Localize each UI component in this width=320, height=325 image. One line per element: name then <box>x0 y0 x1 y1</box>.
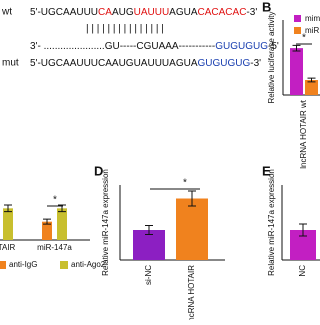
legend-swatch <box>0 261 6 269</box>
significance: * <box>183 178 187 189</box>
bar <box>57 208 67 240</box>
legend-label: mimi <box>305 14 320 23</box>
sequence-segment: 5'-UGCAAUUUCAAUGUAUUUAGUA <box>30 58 198 69</box>
mir-sequence: 3'- ......................GU-----CGUAAA-… <box>30 41 279 52</box>
error-bar <box>145 225 153 235</box>
y-axis-label: Relative miR-147a expression <box>267 169 276 276</box>
error-bar <box>292 44 301 52</box>
error-bar <box>43 218 51 225</box>
sequence-segment: AGUA <box>169 7 198 18</box>
sequence-segment: UAUUU <box>134 7 170 18</box>
x-tick-label: si-NC <box>144 265 153 285</box>
legend-swatch <box>60 261 68 269</box>
legend-label: anti-Ago2 <box>71 260 106 269</box>
bar <box>305 80 318 95</box>
x-tick-label: miR-147a <box>37 243 72 252</box>
significance: * <box>302 33 306 44</box>
panel-label: B <box>262 0 271 14</box>
x-tick-label: lncRNA HOTAIR wt <box>299 99 308 169</box>
y-axis-label: Relative luciferase activity <box>267 11 276 103</box>
sequence-segment: 3'- ......................GU-----CGUAAA-… <box>30 41 215 52</box>
wt-sequence: 5'-UGCAAUUUCAAUGUAUUUAGUACACACAC-3' <box>30 7 257 18</box>
legend-swatch <box>294 15 301 22</box>
significance: * <box>53 195 57 206</box>
mut-sequence: 5'-UGCAAUUUCAAUGUAUUUAGUAGUGUGUG-3' <box>30 58 261 69</box>
sequence-segment: CA <box>98 7 112 18</box>
panel-label: E <box>262 163 271 178</box>
sequence-segment: -5' <box>268 41 279 52</box>
bar <box>42 221 52 240</box>
error-bar <box>307 77 316 83</box>
pairing: | | | | | | | | | | | | | | | <box>86 24 164 35</box>
sequence-segment: CACACAC <box>198 7 247 18</box>
error-bar <box>4 204 12 213</box>
x-tick-label: NC <box>298 265 307 277</box>
wt-label: wt <box>1 7 12 18</box>
legend-label: anti-IgG <box>9 260 37 269</box>
bar <box>290 48 303 95</box>
y-axis-label: Relative miR-147a expression <box>101 169 110 276</box>
bar <box>3 208 13 240</box>
sequence-segment: -3' <box>250 58 261 69</box>
panel-label: D <box>94 163 103 178</box>
x-tick-label: si-lncRNA HOTAIR <box>187 265 196 320</box>
sequence-segment: AUG <box>112 7 134 18</box>
sequence-segment: -3' <box>246 7 257 18</box>
x-tick-label: HOTAIR <box>0 243 16 252</box>
sequence-segment: GUGUGUG <box>215 41 268 52</box>
sequence-segment: 5'-UGCAAUUU <box>30 7 98 18</box>
error-bar <box>299 223 307 237</box>
legend-label: miR <box>305 26 319 35</box>
bar <box>176 198 208 260</box>
error-bar <box>188 190 196 207</box>
legend-swatch <box>294 27 301 34</box>
mut-label: mut <box>2 58 19 69</box>
sequence-segment: GUGUGUG <box>198 58 251 69</box>
